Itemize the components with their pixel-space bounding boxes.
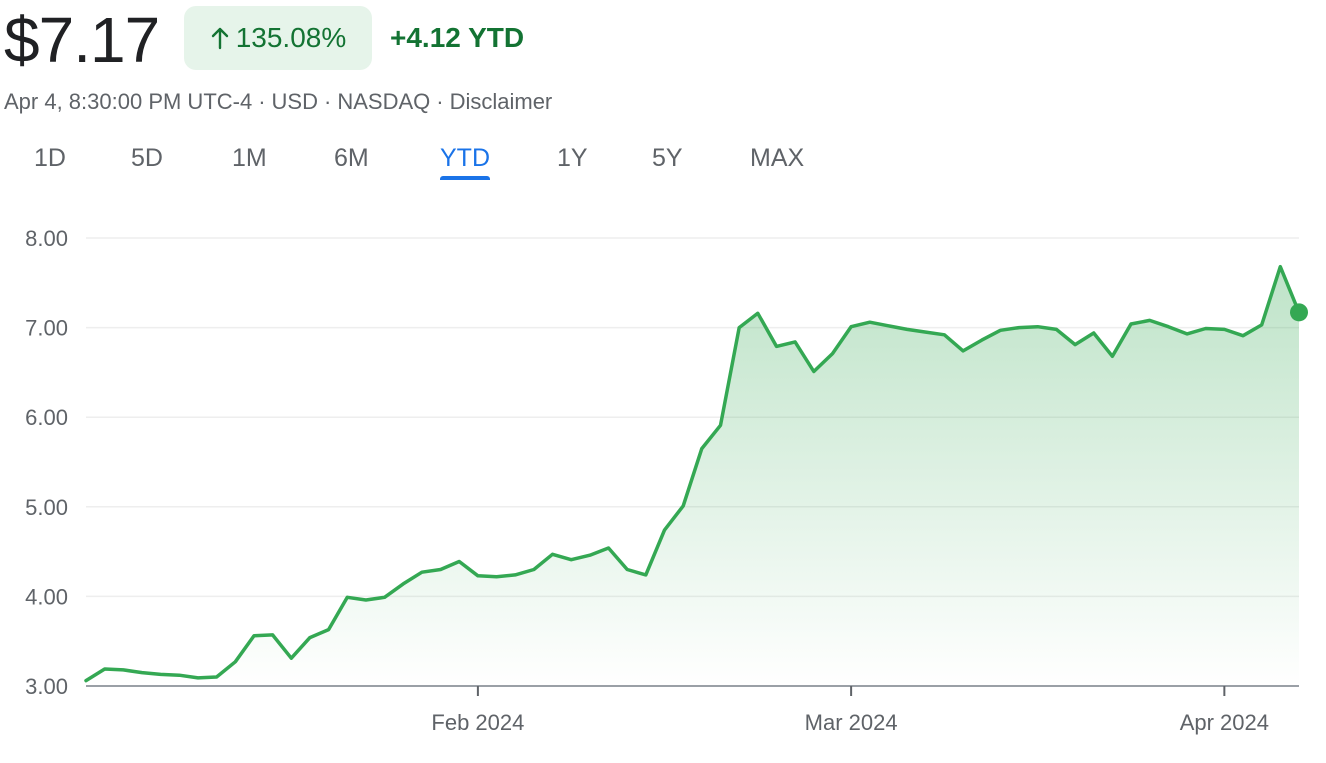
y-tick-label: 4.00 <box>25 584 68 609</box>
change-absolute: +4.12 YTD <box>390 22 525 53</box>
y-tick-label: 3.00 <box>25 674 68 699</box>
price-area <box>86 266 1299 686</box>
tab-ytd[interactable]: YTD <box>440 138 490 180</box>
disclaimer-link[interactable]: Disclaimer <box>449 89 553 114</box>
current-price: $7.17 <box>4 4 160 76</box>
change-percent-badge: 135.08% <box>184 6 372 70</box>
y-tick-label: 7.00 <box>25 316 68 341</box>
y-tick-label: 5.00 <box>25 495 68 520</box>
tab-max[interactable]: MAX <box>750 144 805 172</box>
x-tick-label: Feb 2024 <box>431 710 524 735</box>
quote-currency: USD <box>271 89 318 114</box>
x-tick-label: Apr 2024 <box>1180 710 1269 735</box>
quote-exchange: NASDAQ <box>337 89 431 114</box>
quote-timestamp: Apr 4, 8:30:00 PM UTC-4 <box>4 89 253 114</box>
tab-1d[interactable]: 1D <box>34 144 66 172</box>
tab-5y[interactable]: 5Y <box>652 144 683 172</box>
y-tick-label: 6.00 <box>25 405 68 430</box>
change-percent-value: 135.08% <box>235 22 347 53</box>
tab-1y[interactable]: 1Y <box>557 144 588 172</box>
tab-1m[interactable]: 1M <box>232 144 267 172</box>
tab-5d[interactable]: 5D <box>131 144 163 172</box>
quote-meta: Apr 4, 8:30:00 PM UTC-4 · USD · NASDAQ · Discl… <box>4 89 553 114</box>
x-tick-label: Mar 2024 <box>805 710 898 735</box>
price-chart-svg: 3.00 4.00 5.00 6.00 7.00 8.00 Feb 2024 Mar 2024… <box>25 226 1308 735</box>
last-price-dot <box>1290 303 1308 322</box>
y-tick-label: 8.00 <box>25 226 68 251</box>
price-line <box>84 264 1301 683</box>
quote-header: $7.17 135.08% +4.12 YTD <box>4 0 1304 80</box>
price-chart: 3.00 4.00 5.00 6.00 7.00 8.00 Feb 2024 Mar 2024… <box>0 200 1326 758</box>
arrow-up-icon <box>211 27 228 50</box>
tab-6m[interactable]: 6M <box>334 144 369 172</box>
time-range-tabs: 1D 5D 1M 6M YTD 1Y 5Y MAX <box>0 138 900 186</box>
